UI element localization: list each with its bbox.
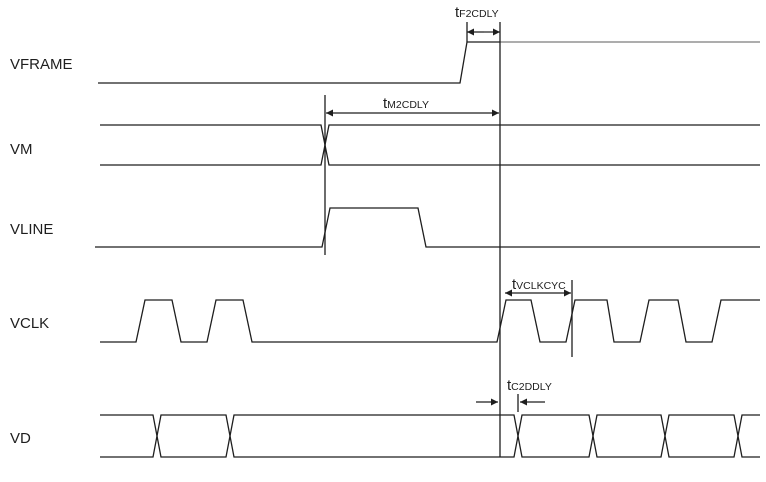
c2ddly-label-t: t bbox=[507, 377, 512, 394]
vline-waveform bbox=[95, 207, 760, 248]
vd-bus-line-b bbox=[100, 414, 760, 458]
signal-label-vline: VLINE bbox=[10, 221, 53, 238]
c2ddly-label-sub: C2DDLY bbox=[511, 381, 552, 393]
timing-c2ddly: tC2DDLY bbox=[476, 377, 552, 412]
signal-label-vm: VM bbox=[10, 141, 33, 158]
f2cdly-label-t: t bbox=[455, 4, 460, 21]
f2cdly-label: tF2CDLY bbox=[455, 4, 499, 21]
f2cdly-label-sub: F2CDLY bbox=[459, 8, 498, 20]
vm-waveform bbox=[100, 124, 760, 166]
signal-label-vclk: VCLK bbox=[10, 315, 49, 332]
vframe-waveform bbox=[98, 41, 760, 84]
timing-m2cdly: tM2CDLY bbox=[324, 95, 499, 255]
signal-label-vframe: VFRAME bbox=[10, 56, 73, 73]
timing-vclkcyc: tVCLKCYC bbox=[505, 276, 573, 357]
vclkcyc-label-t: t bbox=[512, 276, 517, 293]
m2cdly-label: tM2CDLY bbox=[383, 95, 429, 112]
m2cdly-label-t: t bbox=[383, 95, 388, 112]
vd-waveform bbox=[100, 414, 760, 458]
vm-bus-line-b bbox=[100, 124, 760, 166]
vclk-waveform bbox=[100, 299, 760, 343]
vclkcyc-label-sub: VCLKCYC bbox=[516, 280, 566, 292]
vclkcyc-label: tVCLKCYC bbox=[512, 276, 566, 293]
timing-f2cdly: tF2CDLY bbox=[455, 4, 500, 42]
vframe-low-and-rise bbox=[98, 41, 500, 84]
m2cdly-label-sub: M2CDLY bbox=[387, 99, 429, 111]
c2ddly-label: tC2DDLY bbox=[507, 377, 552, 394]
signal-label-vd: VD bbox=[10, 430, 31, 447]
vd-bus-line-a bbox=[100, 414, 760, 458]
vm-bus-line-a bbox=[100, 124, 760, 166]
